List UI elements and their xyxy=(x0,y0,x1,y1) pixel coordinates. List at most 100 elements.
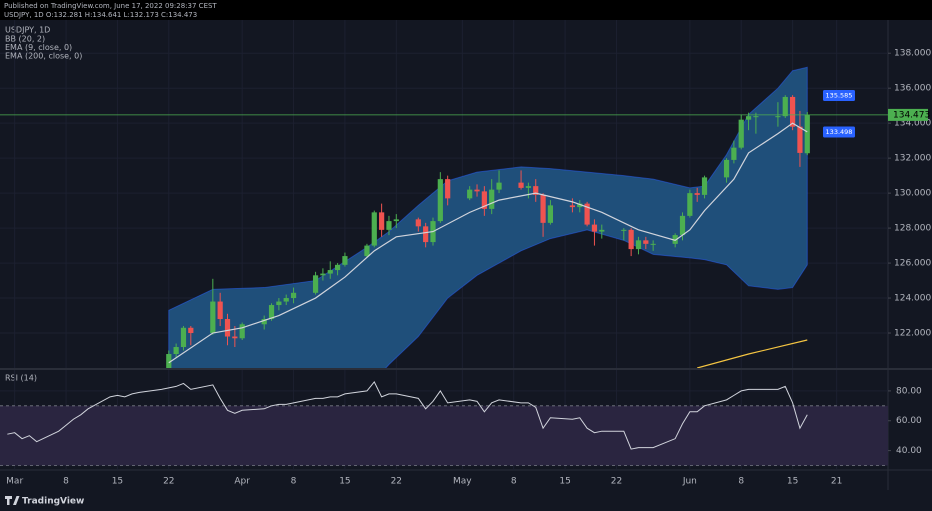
candle-body xyxy=(210,301,216,334)
x-tick-label: 8 xyxy=(291,477,297,487)
price-pane xyxy=(166,66,810,368)
candle-body xyxy=(379,212,385,230)
candle-body xyxy=(232,336,238,339)
candle-body xyxy=(173,347,179,355)
candle-body xyxy=(643,240,649,244)
candle-body xyxy=(334,264,341,271)
last-price-box xyxy=(888,108,928,121)
candle-body xyxy=(694,193,700,195)
candle-body xyxy=(415,219,421,227)
candle-body xyxy=(239,324,245,339)
candle-body xyxy=(393,219,399,222)
candle-body xyxy=(283,298,289,302)
candle-body xyxy=(672,235,678,244)
candle-body xyxy=(723,159,730,178)
x-tick-label: 15 xyxy=(112,477,123,487)
candle-body xyxy=(753,116,759,118)
y-tick-label: 136.000 xyxy=(894,84,931,94)
candle-body xyxy=(635,240,642,250)
candle-body xyxy=(474,189,480,192)
candle-body xyxy=(687,193,693,216)
x-tick-label: 15 xyxy=(787,477,798,487)
price-marker xyxy=(823,126,855,138)
y-tick-label: 122.000 xyxy=(894,329,931,339)
x-tick-label: 22 xyxy=(163,477,174,487)
candle-body xyxy=(166,354,172,368)
price-marker xyxy=(823,89,855,101)
y-tick-label: 138.000 xyxy=(894,49,931,59)
ema-line xyxy=(697,339,808,368)
y-tick-label: 126.000 xyxy=(894,259,931,269)
candle-body xyxy=(701,177,708,195)
published-note: Published on TradingView.com, June 17, 2… xyxy=(4,2,217,10)
candle-body xyxy=(797,126,803,153)
candle-body xyxy=(467,189,473,199)
candle-body xyxy=(327,270,333,274)
candle-body xyxy=(547,205,554,223)
candle-body xyxy=(569,205,576,208)
y-tick-label: 80.00 xyxy=(896,386,922,396)
candle-body xyxy=(276,301,282,306)
x-tick-label: Jun xyxy=(682,477,697,487)
candle-body xyxy=(342,256,348,265)
candle-body xyxy=(738,119,744,148)
candle-body xyxy=(789,96,796,127)
symbol-legend: USDJPY, 1D xyxy=(5,26,50,35)
x-tick-label: 8 xyxy=(738,477,744,487)
footer-bar xyxy=(0,490,932,511)
last-price-label: 134.473 xyxy=(893,110,930,120)
rsi-legend: RSI (14) xyxy=(5,374,37,383)
rsi-pane xyxy=(0,381,888,466)
x-tick-label: Mar xyxy=(6,477,23,487)
brand-icon xyxy=(5,496,20,505)
overlay-legend: BB (20, 2) xyxy=(5,35,45,44)
y-tick-label: 124.000 xyxy=(894,294,931,304)
x-tick-label: 15 xyxy=(339,477,350,487)
x-tick-label: 21 xyxy=(831,477,842,487)
candle-body xyxy=(496,182,502,190)
x-tick-label: 8 xyxy=(511,477,517,487)
y-tick-label: 134.000 xyxy=(894,119,931,129)
candle-body xyxy=(533,186,539,195)
price-marker-label: 133.498 xyxy=(826,128,853,136)
candle-body xyxy=(320,273,326,276)
candle-body xyxy=(525,186,531,188)
brand-name: TradingView xyxy=(22,497,84,507)
candle-body xyxy=(577,203,583,208)
x-tick-label: 22 xyxy=(391,477,402,487)
x-tick-label: Apr xyxy=(234,477,250,487)
candle-body xyxy=(261,319,267,325)
candle-body xyxy=(745,116,752,120)
candle-body xyxy=(423,226,429,243)
rsi-line xyxy=(7,381,808,450)
y-tick-label: 40.00 xyxy=(896,446,922,456)
candle-body xyxy=(518,182,524,188)
candle-body xyxy=(386,221,392,230)
candle-body xyxy=(268,305,275,320)
candle-body xyxy=(621,229,627,231)
candle-body xyxy=(445,179,451,199)
candle-body xyxy=(804,114,810,154)
candle-body xyxy=(731,147,737,160)
candle-body xyxy=(481,191,487,209)
candle-body xyxy=(224,319,231,337)
candle-body xyxy=(591,224,598,232)
ohlc-readout: USDJPY, 1D O:132.281 H:134.641 L:132.173… xyxy=(4,11,197,19)
candle-body xyxy=(540,194,546,223)
candle-body xyxy=(364,245,370,257)
candle-body xyxy=(628,229,634,250)
price-marker-label: 135.585 xyxy=(826,91,853,99)
candle-body xyxy=(437,179,443,222)
y-tick-label: 128.000 xyxy=(894,224,931,234)
ema-line xyxy=(168,122,808,364)
candle-body xyxy=(599,229,605,232)
candle-body xyxy=(782,96,788,117)
header-bar xyxy=(0,0,932,20)
candle-body xyxy=(679,215,686,236)
overlay-legend: EMA (200, close, 0) xyxy=(5,52,82,61)
candle-body xyxy=(217,301,223,320)
candle-body xyxy=(489,189,495,209)
axes: Mar 8 15 22 Apr 8 15 22 May 8 15 22 Jun 8 15 21 122.000 1… xyxy=(6,49,931,487)
